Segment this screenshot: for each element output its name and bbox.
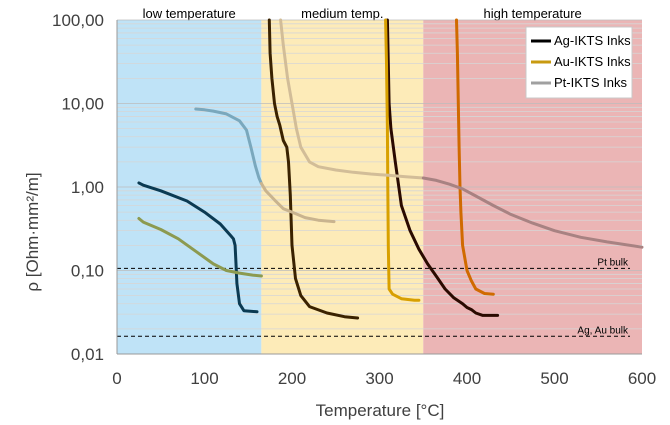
x-axis-title: Temperature [°C]	[316, 401, 445, 420]
series-line-au-ikts-inks	[384, 18, 421, 302]
x-tick-label: 600	[628, 369, 656, 388]
legend-label-pt-ikts-inks: Pt-IKTS Inks	[554, 75, 627, 90]
y-tick-label: 1,00	[71, 178, 104, 197]
reference-label-pt-bulk: Pt bulk	[597, 257, 629, 268]
reference-label-ag-au-bulk: Ag, Au bulk	[577, 325, 629, 336]
legend-label-ag-ikts-inks: Ag-IKTS Inks	[554, 33, 631, 48]
y-tick-label: 100,00	[52, 11, 104, 30]
series-line-ag-ikts-inks	[385, 18, 500, 317]
series-line-pt-ikts-inks	[421, 176, 644, 249]
legend-label-au-ikts-inks: Au-IKTS Inks	[554, 54, 631, 69]
y-tick-label: 0,01	[71, 345, 104, 364]
series-line-au-ikts-inks	[455, 18, 495, 296]
x-tick-label: 500	[540, 369, 568, 388]
y-axis-title: ρ [Ohm·mm²/m]	[23, 172, 42, 291]
series-line-au-ikts-inks	[137, 217, 263, 278]
region-label-low-temperature: low temperature	[143, 6, 236, 21]
axes	[116, 20, 642, 355]
tick-labels: 0 100 200 300 400 500 600 0,01 0,10 1,00 10,00 100,…	[52, 11, 656, 388]
series-line-pt-ikts-inks	[279, 18, 425, 180]
x-tick-label: 100	[190, 369, 218, 388]
series-line-ag-ikts-inks	[137, 181, 259, 314]
region-label-medium-temp: medium temp.	[301, 6, 383, 21]
y-tick-label: 0,10	[71, 262, 104, 281]
y-tick-label: 10,00	[61, 95, 104, 114]
reference-lines: Pt bulk Ag, Au bulk	[117, 257, 630, 337]
series-line-pt-ikts-inks	[194, 107, 263, 185]
x-tick-label: 300	[365, 369, 393, 388]
data-curves	[137, 18, 644, 320]
series-line-ag-ikts-inks	[267, 18, 360, 320]
legend: Ag-IKTS Inks Au-IKTS Inks Pt-IKTS Inks	[525, 26, 633, 99]
x-tick-label: 200	[278, 369, 306, 388]
x-tick-label: 400	[453, 369, 481, 388]
series-line-pt-ikts-inks	[259, 182, 336, 224]
region-label-high-temperature: high temperature	[483, 6, 581, 21]
x-tick-label: 0	[112, 369, 121, 388]
